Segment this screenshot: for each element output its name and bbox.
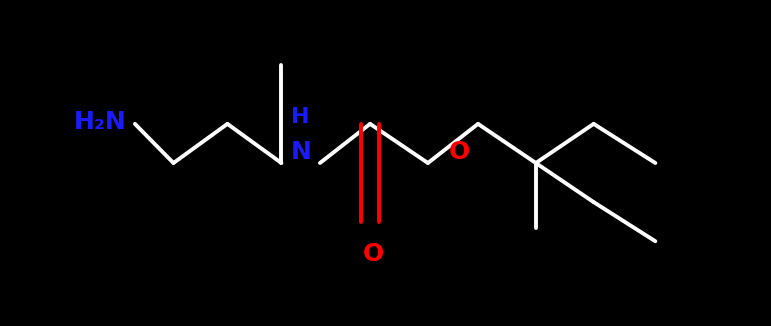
Text: O: O xyxy=(449,140,470,164)
Text: H₂N: H₂N xyxy=(74,110,126,134)
Text: O: O xyxy=(362,242,384,266)
Text: H: H xyxy=(291,107,310,127)
Text: N: N xyxy=(290,140,311,164)
